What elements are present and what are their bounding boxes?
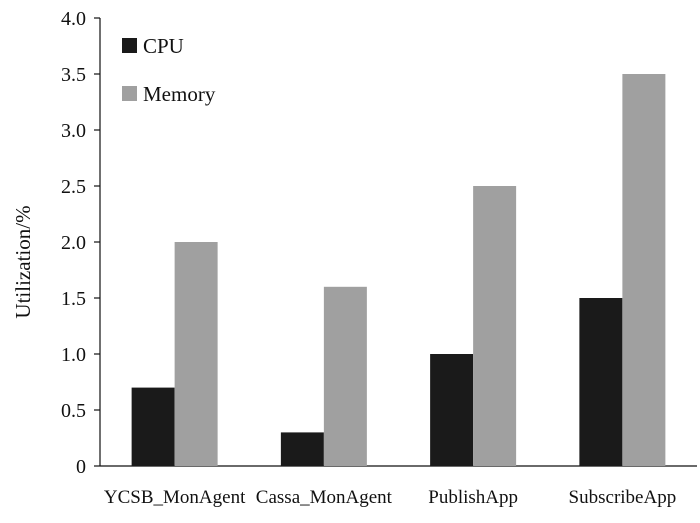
plot-area: 0 0.5 1.0 1.5 2.0 2.5 3.0 3.5 4.0 YCSB_MonAgent C… bbox=[61, 8, 697, 508]
y-tick-label: 1.0 bbox=[61, 344, 86, 366]
bar-memory-cassa-monagent bbox=[323, 286, 367, 466]
bar-group bbox=[131, 74, 666, 466]
y-tick-label: 3.5 bbox=[61, 64, 86, 86]
bar-cpu-cassa-monagent bbox=[280, 432, 324, 466]
y-tick-label: 2.0 bbox=[61, 232, 86, 254]
legend-swatch-cpu bbox=[122, 38, 137, 53]
x-category-label: PublishApp bbox=[428, 487, 518, 508]
bar-cpu-ycsb-monagent bbox=[131, 387, 175, 466]
y-tick-label: 2.5 bbox=[61, 176, 86, 198]
bar-cpu-publishapp bbox=[430, 354, 474, 466]
legend-label-memory: Memory bbox=[143, 82, 216, 106]
legend-label-cpu: CPU bbox=[143, 34, 184, 58]
x-axis-labels: YCSB_MonAgent Cassa_MonAgent PublishApp Sub… bbox=[104, 487, 676, 508]
bar-memory-publishapp bbox=[473, 186, 517, 466]
bar-memory-ycsb-monagent bbox=[174, 242, 218, 466]
y-tick-label: 0.5 bbox=[61, 400, 86, 422]
y-axis-ticks: 0 0.5 1.0 1.5 2.0 2.5 3.0 3.5 4.0 bbox=[61, 8, 100, 478]
bar-memory-subscribeapp bbox=[622, 74, 666, 466]
x-category-label: YCSB_MonAgent bbox=[104, 487, 246, 508]
y-tick-label: 3.0 bbox=[61, 120, 86, 142]
y-axis-title: Utilization/% bbox=[11, 205, 35, 318]
y-tick-label: 1.5 bbox=[61, 288, 86, 310]
x-category-label: SubscribeApp bbox=[569, 487, 677, 508]
y-tick-label: 4.0 bbox=[61, 8, 86, 30]
legend-swatch-memory bbox=[122, 86, 137, 101]
legend: CPU Memory bbox=[122, 34, 216, 106]
y-tick-label: 0 bbox=[76, 456, 86, 478]
bar-cpu-subscribeapp bbox=[579, 298, 623, 466]
x-category-label: Cassa_MonAgent bbox=[256, 487, 393, 508]
